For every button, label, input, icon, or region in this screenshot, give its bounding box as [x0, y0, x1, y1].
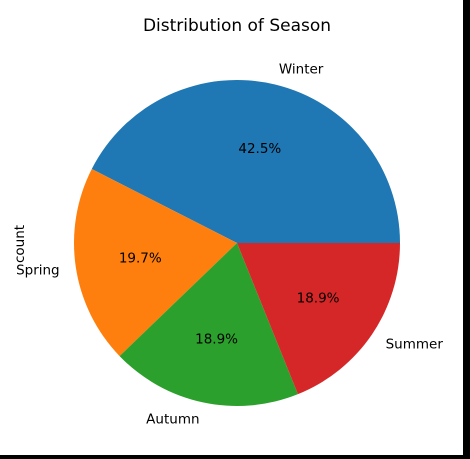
pie-slice-summer [237, 243, 400, 395]
category-label-autumn: Autumn [146, 411, 199, 427]
pie-slices [74, 79, 401, 407]
pct-label-spring: 19.7% [119, 250, 162, 266]
y-axis-label: count [12, 225, 28, 263]
pie-labels: 42.5% Winter 19.7% Spring 18.9% Autumn 18.9% Su… [16, 62, 443, 428]
chart-title: Distribution of Season [143, 16, 331, 36]
pie-chart: Distribution of Season count 42.5% Winter… [12, 16, 443, 428]
pie-slice-autumn [119, 243, 298, 407]
pct-label-winter: 42.5% [238, 141, 281, 157]
category-label-winter: Winter [279, 62, 324, 78]
pie-slice-winter [91, 79, 401, 243]
pie-slice-spring [74, 168, 237, 357]
chart-frame: Distribution of Season count 42.5% Winter… [0, 0, 463, 455]
category-label-spring: Spring [16, 262, 60, 278]
category-label-summer: Summer [386, 336, 444, 352]
pct-label-summer: 18.9% [297, 291, 340, 307]
pct-label-autumn: 18.9% [195, 332, 238, 348]
